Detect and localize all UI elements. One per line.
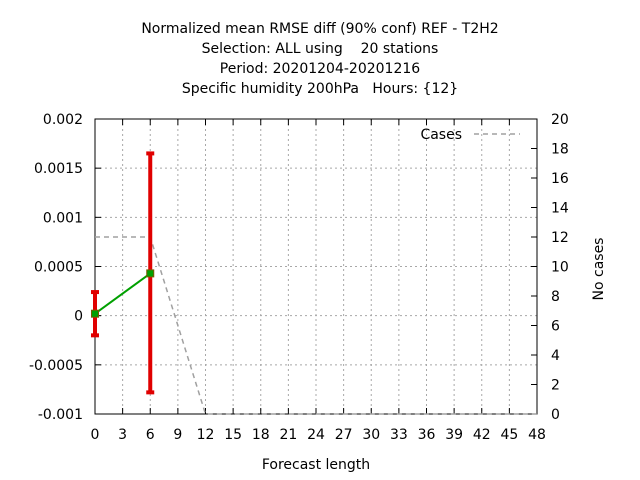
y-tick-label: 0.001 <box>43 210 83 226</box>
x-tick-label: 15 <box>224 427 242 443</box>
x-tick-label: 48 <box>528 427 546 443</box>
x-tick-label: 27 <box>335 427 353 443</box>
data-point <box>146 269 155 278</box>
y2-tick-label: 10 <box>551 260 569 276</box>
x-tick-label: 36 <box>418 427 436 443</box>
y2-tick-label: 14 <box>551 201 569 217</box>
x-tick-label: 9 <box>173 427 182 443</box>
legend: Cases <box>420 127 520 143</box>
x-tick-label: 18 <box>252 427 270 443</box>
x-tick-label: 42 <box>473 427 491 443</box>
y-tick-label: 0.0005 <box>34 260 83 276</box>
axes-layer: 0 3 6 9 12 15 18 21 24 27 30 33 36 39 42 45 48-0.001-0.0… <box>29 112 569 443</box>
y2-tick-label: 20 <box>551 112 569 128</box>
y-tick-label: 0.002 <box>43 112 83 128</box>
y2-tick-label: 16 <box>551 171 569 187</box>
x-tick-label: 6 <box>146 427 155 443</box>
chart-title-line-1: Normalized mean RMSE diff (90% conf) REF… <box>141 21 499 37</box>
x-tick-label: 30 <box>362 427 380 443</box>
y-tick-label: 0.0015 <box>34 161 83 177</box>
y2-tick-label: 18 <box>551 142 569 158</box>
y2-tick-label: 6 <box>551 319 560 335</box>
mean-diff-line <box>94 272 151 315</box>
chart-title-line-3: Period: 20201204-20201216 <box>219 61 421 77</box>
series-layer <box>91 151 537 415</box>
x-tick-label: 21 <box>279 427 297 443</box>
cases-line <box>95 236 537 415</box>
y2-tick-label: 2 <box>551 378 560 394</box>
y2-axis-label: No cases <box>591 238 607 301</box>
y-tick-label: -0.0005 <box>29 358 83 374</box>
data-point <box>91 309 99 318</box>
y-tick-label: -0.001 <box>38 407 83 423</box>
legend-label-cases: Cases <box>420 127 462 143</box>
y2-tick-label: 0 <box>551 407 560 423</box>
y2-tick-label: 4 <box>551 348 560 364</box>
chart-title-line-2: Selection: ALL using 20 stations <box>201 41 439 57</box>
y-tick-label: 0 <box>74 309 83 325</box>
x-tick-label: 45 <box>500 427 518 443</box>
x-tick-label: 24 <box>307 427 325 443</box>
chart-title-line-4: Specific humidity 200hPa Hours: {12} <box>181 81 459 97</box>
y2-tick-label: 8 <box>551 289 560 305</box>
x-tick-label: 3 <box>118 427 127 443</box>
x-axis-label: Forecast length <box>262 457 370 473</box>
x-tick-label: 39 <box>445 427 463 443</box>
x-tick-label: 0 <box>91 427 100 443</box>
grid-layer <box>95 119 537 414</box>
y2-tick-label: 12 <box>551 230 569 246</box>
x-tick-label: 33 <box>390 427 408 443</box>
x-tick-label: 12 <box>197 427 215 443</box>
